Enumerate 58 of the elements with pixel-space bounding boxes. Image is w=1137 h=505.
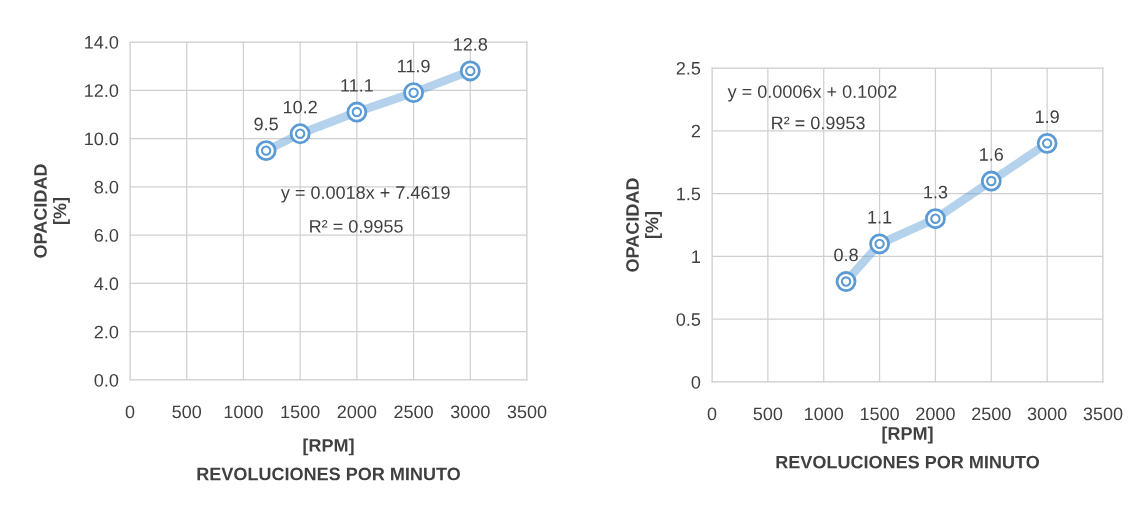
x-tick-label: 3500 [507,405,547,419]
annotation: y = 0.0018x + 7.4619 [280,186,450,203]
point [835,271,857,292]
x-tick-label: 0 [125,405,135,419]
x-tick-label: 2500 [394,405,433,419]
point [869,233,890,255]
annotation: y = 0.0006x + 0.1002 [727,85,897,102]
y-tick-label: 0.5 [676,313,701,326]
annotation: R² = 0.9953 [772,116,865,130]
y-tick-label: 14.0 [85,35,119,49]
data-label: 1.3 [924,185,948,199]
x-tick-label: 500 [753,407,783,421]
y-tick-label: 2 [691,124,700,138]
x-tick-label: 3000 [1027,407,1067,421]
x-axis-title: [RPM] REVOLUCIONES POR MINUTO [776,426,1039,469]
y-tick-label: 10.0 [85,132,119,146]
y-tick-label: 2.0 [94,325,119,339]
point [255,140,277,162]
x-tick-label: 1000 [224,405,263,419]
y-axis-title: OPACIDAD [%] [34,164,70,258]
data-label: 1.9 [1035,110,1059,124]
x-tick-label: 1500 [281,405,320,419]
y-tick-label: 6.0 [94,229,119,242]
x-tick-label: 2000 [916,407,955,421]
point [925,208,946,230]
data-label: 9.5 [254,117,278,131]
y-tick-label: 12.0 [85,84,119,98]
x-tick-label: 3000 [450,405,490,419]
data-label: 0.8 [834,248,858,262]
x-tick-label: 2000 [337,405,377,419]
point [459,60,481,82]
annotation: R² = 0.9955 [310,219,403,233]
point [346,101,368,123]
data-label: 1.6 [980,148,1004,161]
point [289,123,311,145]
y-tick-label: 1 [692,250,701,263]
data-label: 11.9 [398,59,430,73]
x-tick-label: 2500 [972,407,1011,421]
y-axis-title: OPACIDAD [%] [626,178,662,272]
x-tick-label: 500 [172,405,202,419]
data-label: 12.8 [454,37,488,51]
x-tick-label: 1000 [805,407,844,421]
point [1036,132,1058,154]
data-label: 10.2 [283,100,317,114]
point [980,170,1002,192]
x-tick-label: 0 [707,407,717,421]
x-tick-label: 3500 [1083,407,1123,421]
x-tick-label: 1500 [860,407,899,421]
y-tick-label: 1.5 [677,187,701,201]
point [403,82,424,104]
data-label: 11.1 [341,79,373,92]
y-tick-label: 0 [691,375,701,389]
y-tick-label: 4.0 [94,277,119,291]
y-tick-label: 0.0 [94,373,119,387]
y-tick-label: 2.5 [676,61,701,75]
x-axis-title: [RPM] REVOLUCIONES POR MINUTO [197,438,460,481]
y-tick-label: 8.0 [94,180,119,194]
data-label: 1.1 [868,211,892,224]
